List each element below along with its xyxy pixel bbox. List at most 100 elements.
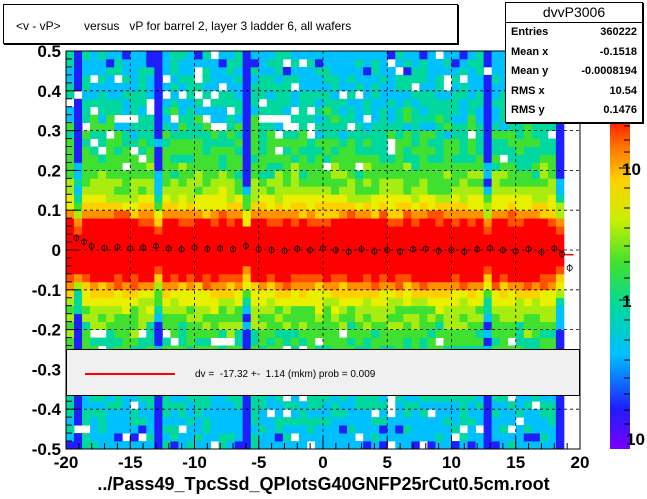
heatmap-cell <box>74 114 83 124</box>
heatmap-cell <box>467 162 476 171</box>
heatmap-cell <box>475 170 485 179</box>
heatmap-cell <box>258 441 268 449</box>
heatmap-cell <box>491 218 501 227</box>
heatmap-cell <box>234 242 244 251</box>
heatmap-cell <box>395 273 404 283</box>
heatmap-cell <box>555 433 565 442</box>
heatmap-cell <box>202 401 211 410</box>
heatmap-cell <box>234 154 244 163</box>
heatmap-cell <box>339 433 348 442</box>
heatmap-cell <box>90 98 99 108</box>
heatmap-cell <box>363 178 372 187</box>
heatmap-cell <box>395 170 404 179</box>
heatmap-cell <box>90 433 99 442</box>
heatmap-cell <box>475 257 485 267</box>
profile-point <box>255 246 262 253</box>
heatmap-cell <box>234 218 244 227</box>
heatmap-cell <box>138 66 147 76</box>
heatmap-cell <box>419 138 428 147</box>
heatmap-cell <box>170 51 179 60</box>
heatmap-cell <box>178 146 187 155</box>
heatmap-cell <box>451 178 460 187</box>
heatmap-cell <box>234 146 244 155</box>
heatmap-cell <box>531 162 541 171</box>
heatmap-cell <box>218 51 228 60</box>
heatmap-cell <box>507 234 517 243</box>
heatmap-cell <box>242 441 252 449</box>
heatmap-cell <box>178 273 187 283</box>
heatmap-cell <box>298 202 308 211</box>
heatmap-cell <box>122 337 131 346</box>
heatmap-cell <box>347 210 356 219</box>
heatmap-cell <box>419 313 428 323</box>
heatmap-cell <box>459 82 468 92</box>
heatmap-cell <box>491 265 501 275</box>
heatmap-cell <box>82 202 91 211</box>
heatmap-cell <box>339 273 348 283</box>
heatmap-cell <box>459 305 468 315</box>
heatmap-cell <box>507 186 517 195</box>
heatmap-cell <box>499 226 509 235</box>
heatmap-cell <box>242 289 252 299</box>
heatmap-cell <box>258 417 268 426</box>
heatmap-cell <box>186 417 195 426</box>
heatmap-cell <box>82 106 91 116</box>
heatmap-cell <box>499 90 509 100</box>
heatmap-cell <box>427 58 436 68</box>
heatmap-cell <box>314 138 324 147</box>
heatmap-cell <box>130 250 139 259</box>
heatmap-cell <box>491 106 501 116</box>
heatmap-cell <box>395 313 404 323</box>
heatmap-cell <box>274 66 284 76</box>
heatmap-cell <box>162 234 171 243</box>
heatmap-cell <box>363 194 372 203</box>
heatmap-cell <box>427 178 436 187</box>
heatmap-cell <box>290 58 300 68</box>
heatmap-cell <box>371 130 380 139</box>
heatmap-cell <box>403 234 412 243</box>
heatmap-cell <box>98 226 107 235</box>
heatmap-cell <box>403 297 412 307</box>
heatmap-cell <box>331 321 340 330</box>
heatmap-cell <box>162 106 171 116</box>
heatmap-cell <box>451 297 460 307</box>
heatmap-cell <box>226 409 236 418</box>
heatmap-cell <box>98 122 107 131</box>
heatmap-cell <box>290 130 300 139</box>
profile-point <box>538 248 545 255</box>
heatmap-cell <box>258 393 268 402</box>
heatmap-cell <box>314 114 324 124</box>
heatmap-cell <box>258 289 268 299</box>
heatmap-cell <box>130 321 139 330</box>
heatmap-cell <box>323 186 332 195</box>
heatmap-cell <box>475 234 485 243</box>
heatmap-cell <box>395 289 404 299</box>
heatmap-cell <box>146 234 155 243</box>
profile-point <box>461 248 468 255</box>
heatmap-cell <box>130 441 139 449</box>
heatmap-cell <box>306 265 316 275</box>
heatmap-cell <box>290 273 300 283</box>
stats-value: -0.1518 <box>599 45 637 58</box>
heatmap-cell <box>138 58 147 68</box>
heatmap-cell <box>194 329 203 338</box>
heatmap-cell <box>106 154 115 163</box>
heatmap-cell <box>339 106 348 116</box>
heatmap-cell <box>266 162 276 171</box>
heatmap-cell <box>274 281 284 291</box>
heatmap-cell <box>106 257 115 267</box>
heatmap-cell <box>66 226 75 235</box>
heatmap-cell <box>202 337 211 346</box>
heatmap-cell <box>323 417 332 426</box>
heatmap-cell <box>387 313 396 323</box>
heatmap-cell <box>106 51 115 60</box>
heatmap-cell <box>130 170 139 179</box>
heatmap-cell <box>114 433 123 442</box>
heatmap-cell <box>339 289 348 299</box>
heatmap-cell <box>202 90 211 100</box>
heatmap-cell <box>170 90 179 100</box>
heatmap-cell <box>210 178 219 187</box>
heatmap-cell <box>379 433 388 442</box>
heatmap-cell <box>483 146 493 155</box>
heatmap-cell <box>379 178 388 187</box>
